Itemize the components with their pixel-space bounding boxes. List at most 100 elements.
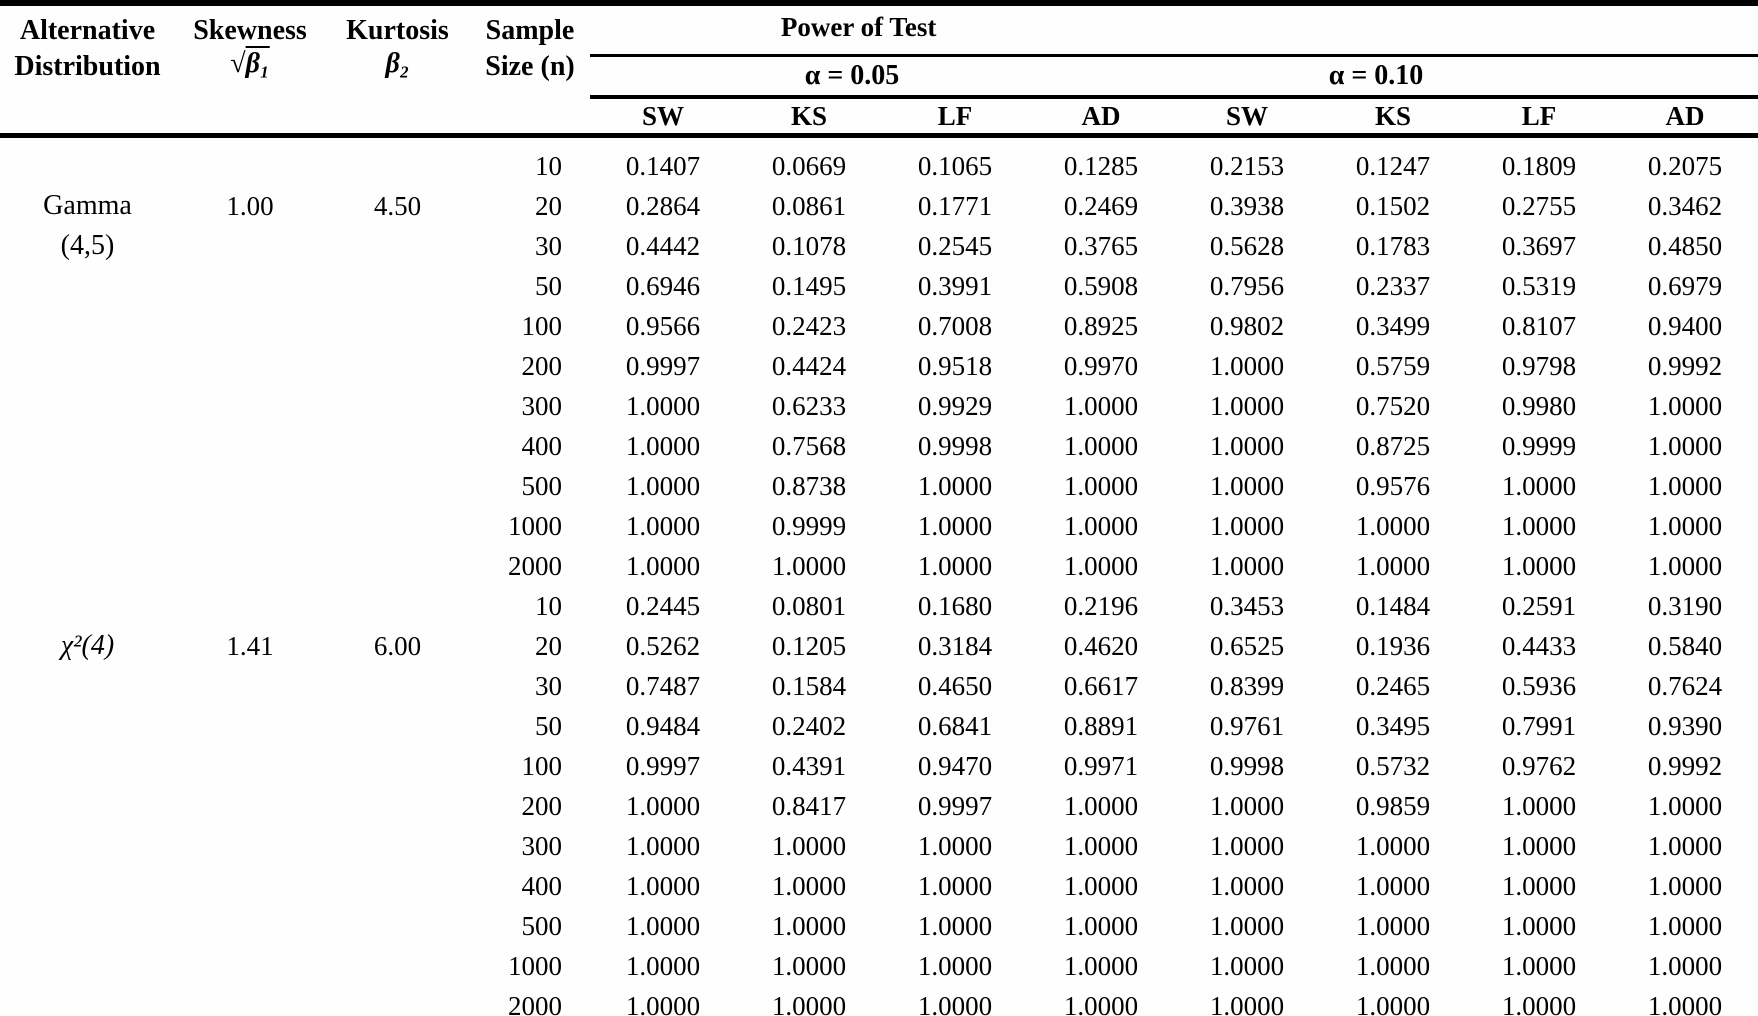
power-value: 0.6525 [1209,631,1285,661]
power-value: 0.5840 [1647,631,1723,661]
power-value: 0.7991 [1501,711,1577,741]
sample-size-value: 50 [535,271,562,301]
distribution-label [0,866,175,906]
power-value: 1.0000 [1063,391,1139,421]
sample-size-value: 20 [535,191,562,221]
table-row: 2000 1.0000 1.0000 1.0000 1.0000 1.0000 1.0000… [0,546,1758,586]
table-row: 200 0.9997 0.4424 0.9518 0.9970 1.0000 0.5759 0… [0,346,1758,386]
power-value: 0.9997 [625,351,701,381]
power-value: 0.9971 [1063,751,1139,781]
power-value: 1.0000 [917,911,993,941]
power-of-test-title: Power of Test [780,12,937,42]
skewness-value [175,706,325,746]
power-value: 1.0000 [771,551,847,581]
sample-size-value: 10 [535,591,562,621]
kurtosis-value [325,786,470,826]
power-value: 0.1502 [1355,191,1431,221]
power-value: 0.5759 [1355,351,1431,381]
power-value: 1.0000 [625,431,701,461]
power-value: 1.0000 [1647,951,1723,981]
power-value: 0.5319 [1501,271,1577,301]
power-value: 1.0000 [1501,511,1577,541]
power-value: 1.0000 [1209,791,1285,821]
power-value: 0.2153 [1209,151,1285,181]
kurtosis-value: 6.00 [373,631,422,661]
power-value: 0.1495 [771,271,847,301]
power-value: 0.9992 [1647,351,1723,381]
power-value: 0.7956 [1209,271,1285,301]
power-value: 1.0000 [1501,471,1577,501]
power-value: 0.5628 [1209,231,1285,261]
power-value: 1.0000 [771,871,847,901]
skewness-value [175,746,325,786]
power-value: 0.1680 [917,591,993,621]
power-value: 0.1484 [1355,591,1431,621]
power-value: 0.9998 [917,431,993,461]
beta2-symbol: β₂ [385,48,410,79]
power-value: 0.3184 [917,631,993,661]
distribution-label [0,546,175,586]
header-alternative-distribution: Alternative Distribution [0,3,175,138]
power-value: 0.5732 [1355,751,1431,781]
power-value: 0.9992 [1647,751,1723,781]
power-value: 0.1771 [917,191,993,221]
power-value: 0.2423 [771,311,847,341]
power-value: 0.9390 [1647,711,1723,741]
header-test-sw-005: SW [590,97,736,138]
power-value: 0.9999 [771,511,847,541]
power-value: 0.9970 [1063,351,1139,381]
power-value: 0.5262 [625,631,701,661]
kurtosis-value [325,826,470,866]
beta1-symbol: β₁ [245,48,270,79]
power-value: 1.0000 [1647,471,1723,501]
power-value: 0.0669 [771,151,847,181]
kurtosis-value [325,136,470,187]
power-value: 1.0000 [625,871,701,901]
power-value: 1.0000 [1647,431,1723,461]
power-value: 0.2545 [917,231,993,261]
power-value: 0.6617 [1063,671,1139,701]
power-value: 0.4850 [1647,231,1723,261]
distribution-label [0,466,175,506]
power-value: 0.3765 [1063,231,1139,261]
power-value: 0.3499 [1355,311,1431,341]
power-value: 1.0000 [1209,871,1285,901]
table-row: 50 0.6946 0.1495 0.3991 0.5908 0.7956 0.2337 0.… [0,266,1758,306]
power-value: 0.9980 [1501,391,1577,421]
header-row-tests: SW KS LF AD SW KS LF AD [0,97,1758,138]
skewness-value [175,826,325,866]
power-value: 1.0000 [1063,551,1139,581]
power-value: 1.0000 [1647,391,1723,421]
sample-size-value: 2000 [508,551,562,581]
power-value: 0.1285 [1063,151,1139,181]
table-row: 1000 1.0000 1.0000 1.0000 1.0000 1.0000 1.0000… [0,946,1758,986]
power-value: 1.0000 [917,471,993,501]
power-value: 0.1783 [1355,231,1431,261]
power-value: 1.0000 [1209,511,1285,541]
distribution-label [0,986,175,1016]
power-value: 0.3938 [1209,191,1285,221]
kurtosis-value [325,466,470,506]
power-value: 0.1809 [1501,151,1577,181]
power-value: 1.0000 [771,831,847,861]
power-value: 1.0000 [625,831,701,861]
sample-size-value: 100 [521,311,563,341]
header-alpha-010: α = 0.10 [1174,55,1758,99]
kurtosis-value [325,746,470,786]
power-value: 1.0000 [1647,791,1723,821]
power-value: 1.0000 [625,791,701,821]
kurtosis-value [325,546,470,586]
power-value: 0.7568 [771,431,847,461]
power-value: 1.0000 [1501,831,1577,861]
power-value: 0.9400 [1647,311,1723,341]
power-value: 0.8107 [1501,311,1577,341]
power-value: 1.0000 [1647,831,1723,861]
skewness-value [175,986,325,1016]
kurtosis-value [325,346,470,386]
table-row: 500 1.0000 1.0000 1.0000 1.0000 1.0000 1.0000 1… [0,906,1758,946]
power-value: 1.0000 [625,511,701,541]
table-row: 1000 1.0000 0.9999 1.0000 1.0000 1.0000 1.0000… [0,506,1758,546]
power-value: 0.0801 [771,591,847,621]
header-test-sw-010: SW [1174,97,1320,138]
